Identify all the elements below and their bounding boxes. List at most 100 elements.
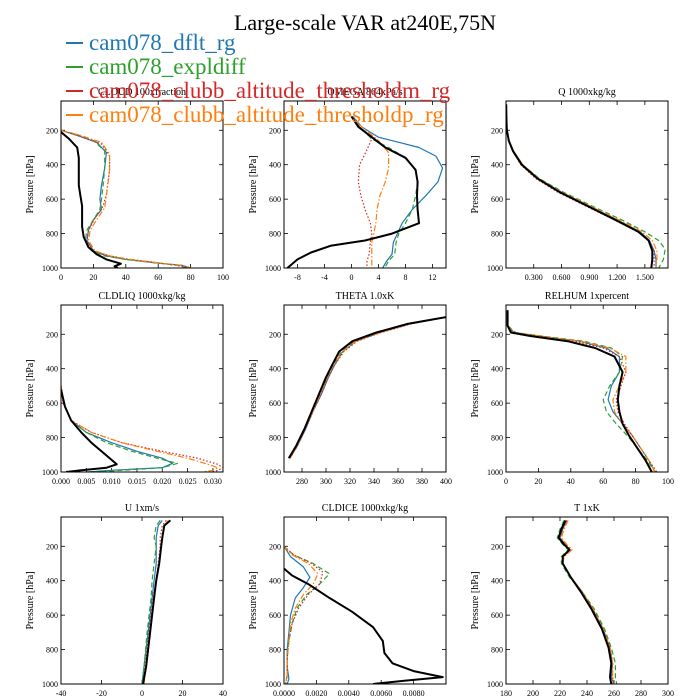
x-tick-label: 0 bbox=[59, 273, 63, 282]
legend-label: cam078_clubb_altitude_thresholdp_rg bbox=[89, 102, 444, 127]
series-line-cam078_dflt_rg bbox=[506, 104, 657, 268]
x-tick-label: 4 bbox=[377, 273, 381, 282]
x-tick-label: 0 bbox=[140, 689, 144, 698]
panel: CLOUD 100xfraction Pressure [hPa] 0 20 40 60 8… bbox=[25, 87, 229, 282]
x-tick-label: -20 bbox=[96, 689, 107, 698]
x-tick-label: 0.0020 bbox=[305, 689, 327, 698]
series-line-black bbox=[506, 104, 654, 268]
y-tick-label: 200 bbox=[269, 330, 281, 339]
series-line-black bbox=[286, 115, 420, 268]
y-tick-label: 200 bbox=[491, 330, 503, 339]
series-line-black bbox=[557, 519, 613, 684]
x-tick-label: 180 bbox=[500, 689, 512, 698]
x-tick-label: 200 bbox=[527, 689, 539, 698]
legend-swatch-icon bbox=[66, 113, 83, 116]
legend-swatch-icon bbox=[66, 65, 83, 68]
series-line-cam078_clubb_altitude_thresholdm_rg bbox=[506, 104, 655, 268]
y-tick-label: 200 bbox=[46, 542, 58, 551]
series-line-cam078_expldiff bbox=[141, 520, 161, 684]
series-line-black bbox=[61, 389, 118, 472]
panel-frame bbox=[283, 516, 447, 685]
x-tick-label: 40 bbox=[567, 477, 575, 486]
x-tick-label: -8 bbox=[294, 273, 301, 282]
y-tick-label: 200 bbox=[491, 126, 503, 135]
y-tick-label: 800 bbox=[46, 646, 58, 655]
y-tick-label: 200 bbox=[269, 542, 281, 551]
y-tick-label: 400 bbox=[491, 365, 503, 374]
x-tick-label: 60 bbox=[154, 273, 162, 282]
x-tick-label: 20 bbox=[534, 477, 542, 486]
series-line-cam078_expldiff bbox=[556, 520, 618, 684]
y-tick-label: 600 bbox=[269, 195, 281, 204]
series-group bbox=[556, 519, 618, 684]
y-tick-label: 800 bbox=[491, 646, 503, 655]
series-line-cam078_clubb_altitude_thresholdp_rg bbox=[351, 116, 390, 268]
panel: U 1xm/s Pressure [hPa] -40 -20 0 20 40 200 400 60… bbox=[25, 503, 227, 698]
y-axis-label: Pressure [hPa] bbox=[470, 359, 481, 417]
y-tick-label: 1000 bbox=[265, 468, 281, 477]
x-tick-label: 0 bbox=[350, 273, 354, 282]
x-tick-label: 220 bbox=[554, 689, 566, 698]
panel-frame bbox=[505, 100, 669, 269]
panel: CLDLIQ 1000xkg/kg Pressure [hPa] 0.000 0.00… bbox=[25, 291, 224, 486]
y-axis-label: Pressure [hPa] bbox=[25, 155, 36, 213]
x-tick-label: 40 bbox=[219, 689, 227, 698]
y-tick-label: 1000 bbox=[487, 264, 503, 273]
series-line-cam078_expldiff bbox=[61, 129, 188, 268]
x-tick-label: 20 bbox=[89, 273, 97, 282]
y-tick-label: 800 bbox=[491, 434, 503, 443]
series-line-cam078_dflt_rg bbox=[352, 116, 444, 268]
x-tick-label: -40 bbox=[56, 689, 67, 698]
panel: CLDICE 1000xkg/kg Pressure [hPa] 0.0000 0.0… bbox=[248, 503, 447, 698]
panel-title: Q 1000xkg/kg bbox=[558, 87, 616, 98]
x-tick-label: 360 bbox=[392, 477, 404, 486]
y-tick-label: 200 bbox=[46, 126, 58, 135]
x-tick-label: 8 bbox=[404, 273, 408, 282]
legend-entry: cam078_clubb_altitude_thresholdp_rg bbox=[66, 103, 666, 127]
legend-label: cam078_dflt_rg bbox=[89, 30, 236, 55]
x-tick-label: 1.500 bbox=[636, 273, 654, 282]
x-tick-label: 0.600 bbox=[553, 273, 571, 282]
x-tick-label: -4 bbox=[321, 273, 328, 282]
x-tick-label: 280 bbox=[635, 689, 647, 698]
x-tick-label: 80 bbox=[632, 477, 640, 486]
x-tick-label: 300 bbox=[320, 477, 332, 486]
y-tick-label: 600 bbox=[46, 611, 58, 620]
panel-title: U 1xm/s bbox=[125, 503, 159, 514]
y-axis-label: Pressure [hPa] bbox=[248, 571, 259, 629]
y-tick-label: 600 bbox=[46, 399, 58, 408]
series-group bbox=[287, 316, 446, 459]
y-tick-label: 800 bbox=[269, 646, 281, 655]
x-tick-label: 380 bbox=[416, 477, 428, 486]
series-group bbox=[61, 129, 191, 268]
y-tick-label: 1000 bbox=[42, 468, 58, 477]
panel-frame bbox=[60, 516, 224, 685]
legend-label: cam078_expldiff bbox=[89, 54, 246, 79]
series-line-cam078_clubb_altitude_thresholdp_rg bbox=[289, 316, 446, 459]
y-tick-label: 400 bbox=[46, 577, 58, 586]
y-tick-label: 600 bbox=[269, 611, 281, 620]
series-line-cam078_clubb_altitude_thresholdm_rg bbox=[61, 385, 223, 472]
panel: Q 1000xkg/kg Pressure [hPa] 0.300 0.600 0.90… bbox=[470, 87, 669, 282]
panel-title: THETA 1.0xK bbox=[336, 291, 395, 302]
y-tick-label: 200 bbox=[46, 330, 58, 339]
legend-label: cam078_clubb_altitude_thresholdm_rg bbox=[89, 78, 451, 103]
x-tick-label: 0.025 bbox=[179, 477, 197, 486]
x-tick-label: 0.015 bbox=[128, 477, 146, 486]
series-line-cam078_expldiff bbox=[288, 316, 446, 459]
y-axis-label: Pressure [hPa] bbox=[248, 359, 259, 417]
y-tick-label: 1000 bbox=[42, 680, 58, 689]
panel-title: CLOUD 100xfraction bbox=[98, 87, 186, 98]
x-tick-label: 340 bbox=[368, 477, 380, 486]
legend-swatch-icon bbox=[66, 89, 83, 92]
series-line-cam078_clubb_altitude_thresholdm_rg bbox=[351, 116, 373, 268]
x-tick-label: 0.030 bbox=[204, 477, 222, 486]
y-tick-label: 1000 bbox=[487, 468, 503, 477]
legend-entry: cam078_expldiff bbox=[66, 55, 666, 79]
x-tick-label: 0.0040 bbox=[338, 689, 360, 698]
panel-title: CLDLIQ 1000xkg/kg bbox=[99, 291, 186, 302]
legend-entry: cam078_clubb_altitude_thresholdm_rg bbox=[66, 79, 666, 103]
y-tick-label: 400 bbox=[46, 161, 58, 170]
